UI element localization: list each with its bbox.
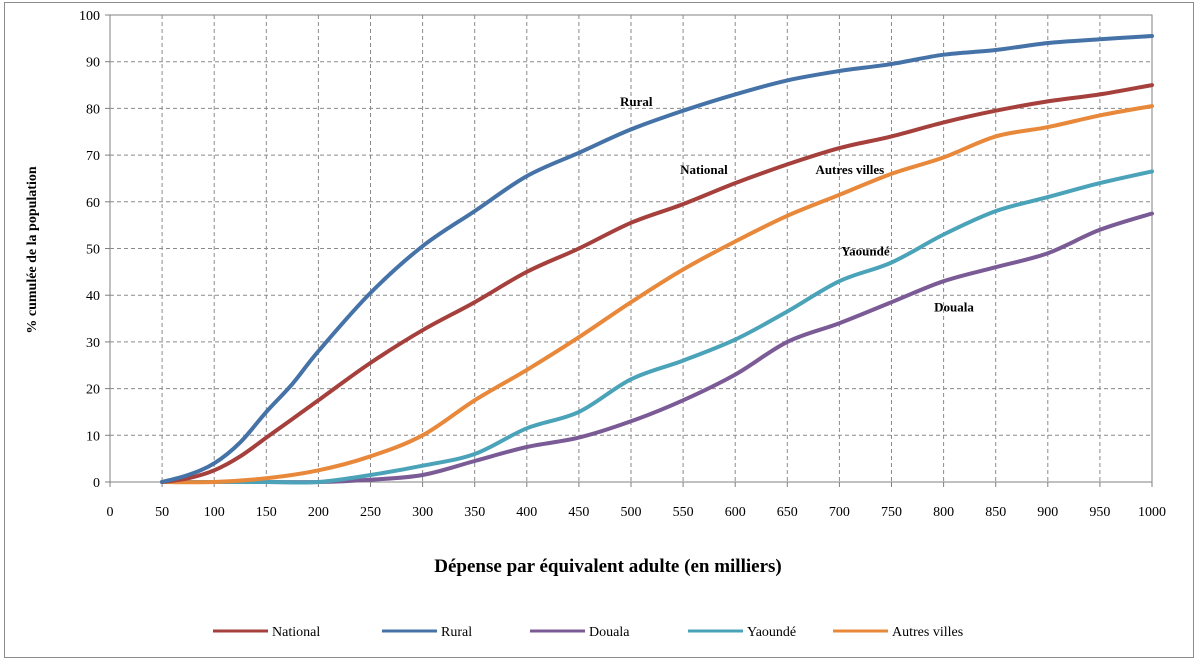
- series-annotation: Autres villes: [815, 162, 884, 177]
- grid-lines: [109, 14, 1153, 483]
- x-tick-label: 700: [829, 505, 850, 520]
- x-tick-label: 650: [777, 505, 798, 520]
- x-tick-label: 900: [1037, 505, 1058, 520]
- y-tick-label: 70: [86, 149, 100, 164]
- axes: 0 50 100 150 200 250 300 350 400 450 500 550 600 650 7…: [79, 9, 1166, 520]
- y-tick-label: 60: [86, 196, 100, 211]
- series-annotation: Rural: [620, 94, 653, 109]
- y-tick-label: 20: [86, 383, 100, 398]
- series-line-national: [160, 83, 1154, 484]
- legend-label: Douala: [589, 625, 630, 640]
- legend-label: Autres villes: [892, 625, 963, 640]
- y-axis-label: % cumulée de la population: [25, 166, 40, 333]
- x-tick-label: 0: [107, 505, 114, 520]
- y-tick-label: 40: [86, 289, 100, 304]
- series-annotation: Douala: [934, 300, 974, 315]
- x-tick-label: 300: [412, 505, 433, 520]
- y-tick-label: 90: [86, 56, 100, 71]
- legend-label: Yaoundé: [747, 625, 796, 640]
- y-tick-label: 80: [86, 102, 100, 117]
- x-tick-label: 350: [464, 505, 485, 520]
- y-tick-label: 30: [86, 336, 100, 351]
- legend-label: Rural: [441, 625, 472, 640]
- x-tick-label: 50: [155, 505, 169, 520]
- x-tick-label: 600: [725, 505, 746, 520]
- y-tick-label: 0: [93, 476, 100, 491]
- x-tick-label: 200: [308, 505, 329, 520]
- x-tick-label: 100: [204, 505, 225, 520]
- x-tick-label: 950: [1089, 505, 1110, 520]
- series-line-yaounde: [160, 169, 1154, 485]
- x-tick-label: 500: [621, 505, 642, 520]
- x-tick-label: 450: [568, 505, 589, 520]
- x-tick-label: 550: [673, 505, 694, 520]
- series-annotation: National: [680, 162, 728, 177]
- x-tick-label: 850: [985, 505, 1006, 520]
- series-line-douala: [160, 211, 1154, 485]
- y-tick-label: 100: [79, 9, 100, 24]
- x-tick-label: 150: [256, 505, 277, 520]
- legend: National Rural Douala Yaoundé Autres villes: [213, 625, 963, 640]
- series-annotations: Rural National Autres villes Yaoundé Douala: [620, 94, 974, 314]
- x-tick-label: 400: [516, 505, 537, 520]
- x-tick-label: 1000: [1138, 505, 1166, 520]
- series-annotation: Yaoundé: [841, 244, 890, 259]
- series-lines: [160, 34, 1154, 485]
- series-line-rural: [160, 34, 1154, 484]
- y-tick-label: 10: [86, 429, 100, 444]
- legend-label: National: [272, 625, 320, 640]
- y-tick-label: 50: [86, 243, 100, 258]
- x-axis-label: Dépense par équivalent adulte (en millie…: [434, 556, 781, 577]
- series-line-autres-villes: [160, 104, 1154, 485]
- x-tick-label: 800: [933, 505, 954, 520]
- x-tick-label: 250: [360, 505, 381, 520]
- x-tick-label: 750: [881, 505, 902, 520]
